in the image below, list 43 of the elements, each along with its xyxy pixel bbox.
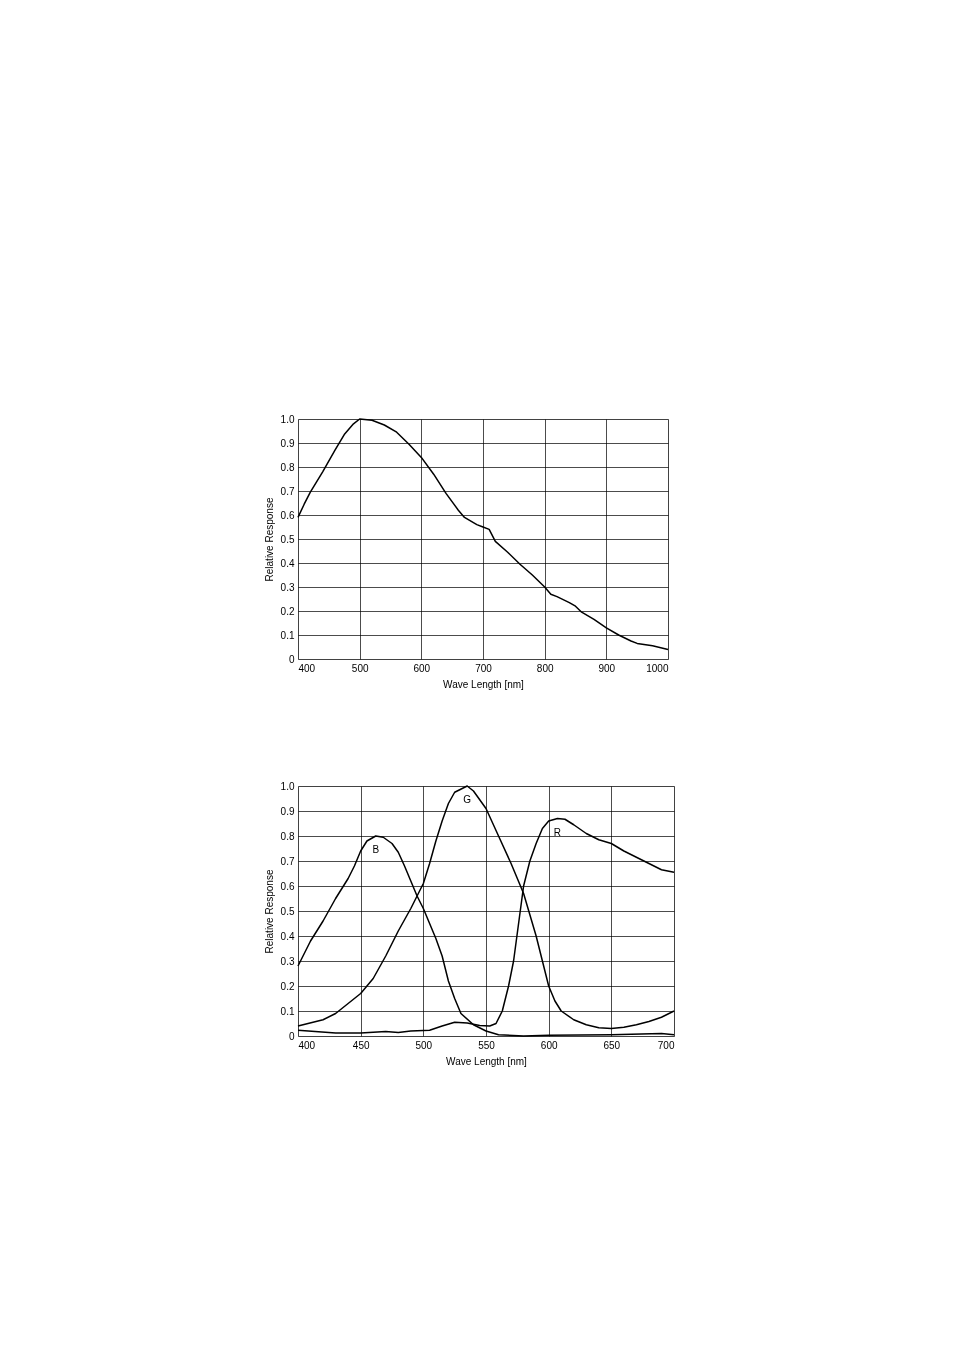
y-tick-label: 0.4 xyxy=(280,930,295,942)
y-tick-label: 0.7 xyxy=(280,855,295,867)
x-tick-label: 450 xyxy=(352,1039,370,1051)
y-tick-label: 0.3 xyxy=(280,581,295,593)
y-tick-label: 0.9 xyxy=(280,805,295,817)
y-tick-label: 0.2 xyxy=(280,980,295,992)
y-tick-label: 0.4 xyxy=(280,557,295,569)
y-tick-label: 0.5 xyxy=(280,533,295,545)
x-tick-label: 650 xyxy=(603,1039,621,1051)
y-tick-label: 0 xyxy=(288,1030,295,1042)
y-tick-label: 0.9 xyxy=(280,437,295,449)
x-tick-label: 700 xyxy=(475,662,493,674)
y-tick-label: 0.7 xyxy=(280,485,295,497)
x-tick-label: 800 xyxy=(536,662,554,674)
y-tick-label: 0.3 xyxy=(280,955,295,967)
y-tick-label: 0.5 xyxy=(280,905,295,917)
y-tick-label: 1.0 xyxy=(280,413,295,425)
x-tick-label: 700 xyxy=(657,1039,675,1051)
series-label: R xyxy=(553,826,562,838)
y-tick-label: 0.2 xyxy=(280,605,295,617)
x-tick-label: 500 xyxy=(415,1039,433,1051)
x-axis-title: Wave Length [nm] xyxy=(443,678,525,690)
y-axis-title: Relative Response xyxy=(263,497,275,582)
x-tick-label: 400 xyxy=(298,662,316,674)
x-axis-title: Wave Length [nm] xyxy=(446,1055,528,1067)
x-tick-label: 900 xyxy=(598,662,616,674)
x-tick-label: 400 xyxy=(298,1039,316,1051)
y-tick-label: 1.0 xyxy=(280,780,295,792)
y-axis-title: Relative Response xyxy=(263,869,275,954)
y-tick-label: 0.1 xyxy=(280,629,295,641)
y-tick-label: 0.6 xyxy=(280,509,295,521)
x-tick-label: 500 xyxy=(351,662,369,674)
x-tick-label: 550 xyxy=(478,1039,496,1051)
x-tick-label: 600 xyxy=(413,662,431,674)
series-label: B xyxy=(372,844,380,855)
x-tick-label: 1000 xyxy=(646,662,669,674)
y-tick-label: 0.8 xyxy=(280,461,295,473)
y-tick-label: 0.1 xyxy=(280,1005,295,1017)
x-tick-label: 600 xyxy=(540,1039,558,1051)
y-tick-label: 0 xyxy=(288,653,295,665)
y-tick-label: 0.8 xyxy=(280,830,295,842)
y-tick-label: 0.6 xyxy=(280,880,295,892)
series-label: G xyxy=(463,794,472,805)
